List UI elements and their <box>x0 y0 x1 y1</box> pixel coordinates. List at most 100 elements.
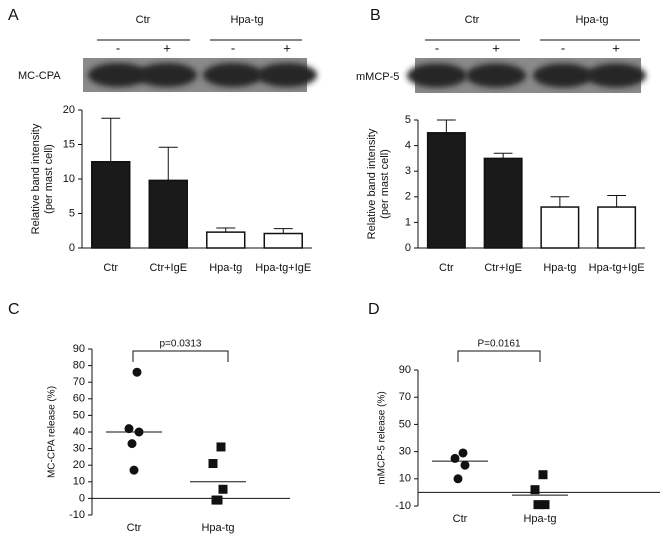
y-tick-label: 4 <box>405 140 411 152</box>
x-tick-label: Hpa-tg <box>201 522 234 534</box>
blot-band <box>466 63 526 88</box>
point <box>458 448 468 458</box>
point <box>540 500 550 510</box>
bar <box>206 231 246 249</box>
y-tick-label: 90 <box>73 343 85 355</box>
point <box>460 460 470 470</box>
bar <box>597 206 637 249</box>
blot-band <box>407 63 467 88</box>
panel-label: A <box>8 7 19 24</box>
y-tick-label: 10 <box>73 476 85 488</box>
bar <box>91 161 131 249</box>
point <box>213 495 223 505</box>
blot-group-label: Ctr <box>136 14 151 26</box>
point <box>124 424 134 434</box>
point <box>208 459 218 469</box>
y-axis-label: Relative band intensity <box>366 128 378 239</box>
point <box>127 439 137 449</box>
blot-band <box>137 63 197 87</box>
x-tick-label: Ctr <box>439 262 454 274</box>
blot-group-label: Hpa-tg <box>230 14 263 26</box>
point <box>132 367 142 377</box>
point <box>216 442 226 452</box>
y-tick-label: 50 <box>73 409 85 421</box>
x-tick-label: Ctr+IgE <box>149 262 187 274</box>
y-tick-label: 10 <box>399 473 411 485</box>
y-tick-label: 2 <box>405 191 411 203</box>
x-tick-label: Ctr <box>453 513 468 525</box>
x-tick-label: Hpa-tg <box>523 513 556 525</box>
blot-row-label: mMCP-5 <box>356 71 399 83</box>
blot-treatment: - <box>435 40 439 55</box>
panel-label: B <box>370 7 381 24</box>
y-tick-label: 70 <box>399 391 411 403</box>
x-tick-label: Hpa-tg+IgE <box>255 262 311 274</box>
y-tick-label: 20 <box>63 104 75 116</box>
y-tick-label: 1 <box>405 216 411 228</box>
blot-band <box>257 63 317 87</box>
point <box>453 474 463 484</box>
y-tick-label: 15 <box>63 138 75 150</box>
blot-group-label: Ctr <box>465 14 480 26</box>
panel-label: D <box>368 301 380 318</box>
y-tick-label: 0 <box>79 492 85 504</box>
y-tick-label: 0 <box>69 242 75 254</box>
blot-treatment: + <box>163 40 171 55</box>
y-tick-label: 40 <box>73 426 85 438</box>
blot-treatment: - <box>561 40 565 55</box>
y-tick-label: 50 <box>399 418 411 430</box>
y-axis-label: (per mast cell) <box>379 149 391 219</box>
blot-treatment: - <box>231 40 235 55</box>
annotation: P=0.0161 <box>477 339 521 350</box>
y-axis-label: (per mast cell) <box>43 144 55 214</box>
significance-bracket <box>457 350 541 362</box>
bar <box>483 157 523 249</box>
y-tick-label: 30 <box>73 443 85 455</box>
x-tick-label: Ctr <box>127 522 142 534</box>
blot-row-label: MC-CPA <box>18 70 61 82</box>
point <box>533 500 543 510</box>
blot-band <box>88 63 148 87</box>
significance-bracket <box>132 350 229 362</box>
y-axis-label: MC-CPA release (%) <box>47 386 58 478</box>
x-tick-label: Hpa-tg <box>543 262 576 274</box>
annotation: p=0.0313 <box>160 339 202 350</box>
y-axis-label: Relative band intensity <box>30 123 42 234</box>
blot-treatment: + <box>612 40 620 55</box>
point <box>129 465 139 475</box>
bar <box>148 179 188 249</box>
panel-label: C <box>8 301 20 318</box>
y-tick-label: 90 <box>399 364 411 376</box>
y-tick-label: 3 <box>405 165 411 177</box>
blot-band <box>533 63 593 88</box>
y-tick-label: 10 <box>63 173 75 185</box>
y-axis-label: mMCP-5 release (%) <box>377 391 388 484</box>
point <box>218 484 228 494</box>
x-tick-label: Hpa-tg <box>209 262 242 274</box>
y-tick-label: 5 <box>405 114 411 126</box>
bar <box>263 232 303 249</box>
y-tick-label: -10 <box>395 500 411 512</box>
blot-band <box>203 63 263 87</box>
blot-treatment: + <box>492 40 500 55</box>
x-tick-label: Ctr+IgE <box>484 262 522 274</box>
blot-group-label: Hpa-tg <box>575 14 608 26</box>
point <box>538 470 548 480</box>
bar <box>426 132 466 249</box>
y-tick-label: 5 <box>69 207 75 219</box>
blot-treatment: - <box>116 40 120 55</box>
bar <box>540 206 580 249</box>
y-tick-label: 80 <box>73 360 85 372</box>
x-tick-label: Hpa-tg+IgE <box>589 262 645 274</box>
y-tick-label: 70 <box>73 376 85 388</box>
x-tick-label: Ctr <box>103 262 118 274</box>
blot-treatment: + <box>283 40 291 55</box>
blot-band <box>586 63 646 88</box>
point <box>530 485 540 495</box>
y-tick-label: 30 <box>399 446 411 458</box>
y-tick-label: 60 <box>73 393 85 405</box>
y-tick-label: 20 <box>73 459 85 471</box>
y-tick-label: 0 <box>405 242 411 254</box>
y-tick-label: -10 <box>69 509 85 521</box>
